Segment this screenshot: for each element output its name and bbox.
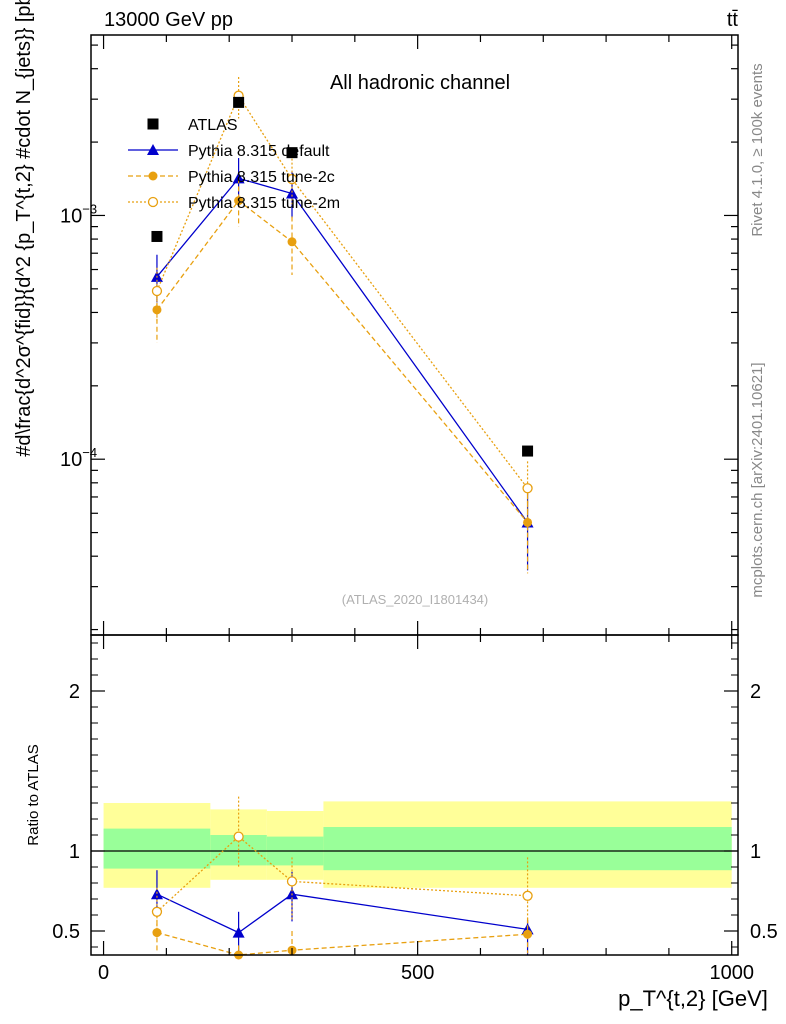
ratio-data-point	[233, 831, 244, 842]
x-tick-label: 0	[98, 962, 109, 984]
legend-marker	[148, 171, 158, 181]
x-tick-label: 1000	[709, 962, 754, 984]
data-point	[286, 147, 298, 159]
legend-label: Pythia 8.315 tune-2m	[188, 195, 340, 212]
ratio-y-tick-label: 0.5	[52, 921, 80, 943]
x-axis-label: p_T^{t,2} [GeV]	[618, 986, 768, 1011]
ratio-axis-layer: 0.5 0.5 1 1 2 2 0 500 1000	[52, 635, 778, 984]
ratio-series-line	[156, 893, 528, 934]
data-point	[287, 237, 297, 247]
ratio-y-tick-label-right: 2	[750, 681, 761, 703]
legend-entry: ATLAS	[147, 117, 238, 134]
series-pythia-8-315-default	[150, 158, 534, 571]
y-tick-exponent: −3	[82, 201, 97, 216]
data-point	[522, 445, 534, 457]
ratio-data-point	[286, 876, 298, 887]
ratio-panel: 0.5 0.5 1 1 2 2 0 500 1000 Ratio to ATLAS	[25, 634, 778, 984]
series-atlas	[151, 96, 534, 457]
main-data-layer	[150, 76, 534, 574]
legend: ATLAS Pythia 8.315 default Pythia 8.315 tu…	[128, 117, 340, 212]
data-point	[286, 187, 299, 199]
legend-label: ATLAS	[188, 117, 238, 134]
legend-marker	[147, 196, 159, 208]
ratio-y-tick-label: 1	[69, 841, 80, 863]
ratio-y-tick-label: 2	[69, 681, 80, 703]
main-y-axis-label: #d\frac{d^2σ^{fid}}{d^2 {p_T^{t,2} #cdot…	[13, 0, 35, 457]
data-point	[233, 96, 245, 108]
ratio-y-axis-label: Ratio to ATLAS	[25, 744, 42, 845]
legend-entry: Pythia 8.315 default	[128, 143, 330, 160]
data-point	[232, 172, 245, 184]
uncertainty-band-green	[103, 828, 211, 869]
legend-label: Pythia 8.315 tune-2c	[188, 169, 335, 186]
data-point	[151, 230, 163, 242]
energy-label: 13000 GeV pp	[104, 9, 233, 31]
legend-marker	[147, 118, 159, 130]
series-line	[156, 177, 529, 523]
legend-label: Pythia 8.315 default	[188, 143, 330, 160]
ratio-data-layer	[150, 796, 534, 960]
ratio-band-layer	[91, 801, 738, 888]
data-point	[151, 285, 163, 297]
x-tick-label: 500	[401, 962, 434, 984]
series-line	[156, 94, 529, 489]
y-tick-exponent: −4	[82, 445, 97, 460]
process-label: tt̄	[727, 9, 739, 31]
legend-entry: Pythia 8.315 tune-2c	[128, 169, 335, 186]
ratio-series-line	[156, 931, 528, 956]
source-label: mcplots.cern.ch [arXiv:2401.10621]	[749, 362, 766, 597]
analysis-watermark: (ATLAS_2020_I1801434)	[342, 592, 488, 607]
data-point	[522, 483, 533, 494]
series-pythia-8-315-tune-2c	[152, 178, 533, 574]
chart-title: All hadronic channel	[330, 72, 510, 94]
ratio-series-pythia-8-315-tune-2c	[152, 913, 533, 960]
ratio-data-point	[151, 906, 163, 917]
legend-entry: Pythia 8.315 tune-2m	[128, 195, 340, 212]
ratio-y-tick-label-right: 0.5	[750, 921, 778, 943]
data-point	[234, 196, 244, 206]
data-point	[152, 305, 162, 315]
ratio-series-pythia-8-315-tune-2m	[151, 796, 533, 936]
uncertainty-band-green	[323, 827, 732, 871]
ratio-panel-frame	[90, 634, 739, 956]
ratio-data-point	[232, 926, 245, 938]
ratio-y-tick-label-right: 1	[750, 841, 761, 863]
y-axis-label-text: #d\frac{d^2σ^{fid}}{d^2 {p_T^{t,2} #cdot…	[13, 0, 35, 457]
ratio-series-line	[156, 835, 528, 913]
data-point	[286, 173, 298, 185]
ratio-data-point	[522, 890, 533, 901]
main-axis-layer: 10−410−310−2	[60, 35, 738, 635]
legend-marker	[147, 144, 159, 155]
rivet-version-label: Rivet 4.1.0, ≥ 100k events	[749, 63, 766, 236]
series-line	[156, 199, 529, 523]
main-panel: 10−410−310−2 All hadronic channel (ATLAS…	[60, 34, 739, 636]
